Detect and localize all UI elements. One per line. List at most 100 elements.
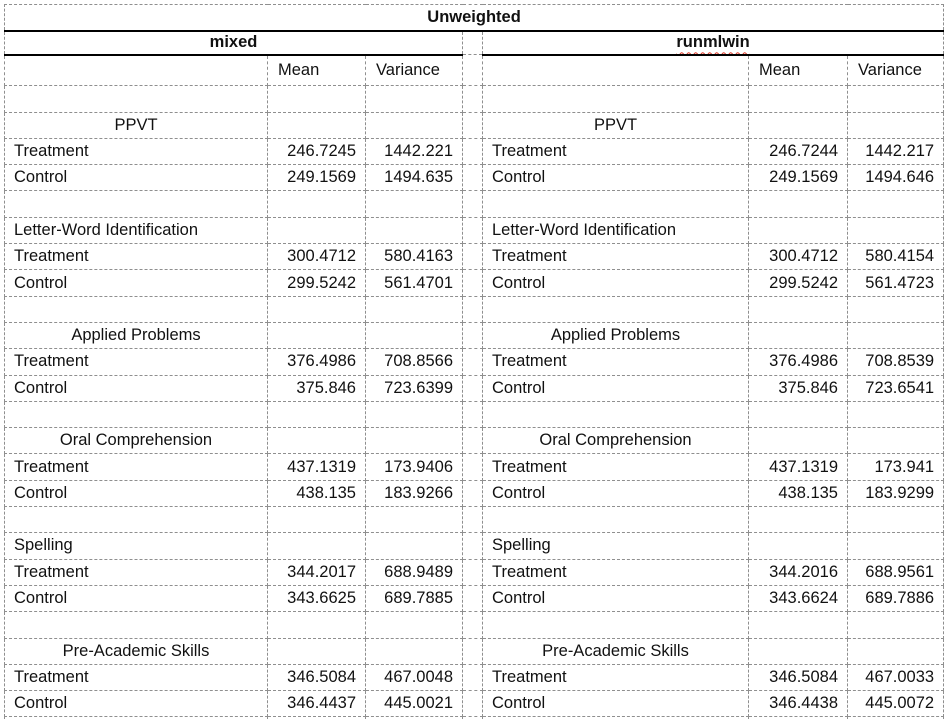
empty-cell xyxy=(846,111,945,139)
empty-cell xyxy=(846,532,945,560)
section-header-row: Spelling Spelling xyxy=(4,532,945,560)
empty-cell xyxy=(748,85,848,113)
data-row: Control 375.846 723.6399 Control 375.846… xyxy=(4,374,945,402)
gap-cell xyxy=(462,54,483,87)
variance-value: 1494.646 xyxy=(846,164,945,192)
row-label: Treatment xyxy=(482,348,749,376)
table-title: Unweighted xyxy=(3,3,945,32)
variance-value: 561.4701 xyxy=(365,269,463,297)
empty-cell xyxy=(365,637,463,665)
spacer-row xyxy=(4,85,945,113)
row-label: Treatment xyxy=(482,558,749,586)
row-label: Treatment xyxy=(482,453,749,481)
section-header-row: Applied Problems Applied Problems xyxy=(4,321,945,350)
gap-cell xyxy=(462,479,483,508)
empty-cell xyxy=(4,190,268,218)
data-row: Control 299.5242 561.4701 Control 299.52… xyxy=(4,269,945,297)
spacer-row xyxy=(4,611,945,639)
variance-value: 1442.217 xyxy=(846,137,945,166)
mean-value: 249.1569 xyxy=(748,164,848,192)
mean-value: 438.135 xyxy=(748,479,848,508)
spacer-row xyxy=(4,190,945,218)
spellchecked-word: runmlwin xyxy=(676,33,750,52)
variance-value: 1494.635 xyxy=(365,164,463,192)
empty-cell xyxy=(748,427,848,455)
empty-cell xyxy=(846,427,945,455)
variance-value: 723.6399 xyxy=(365,374,463,402)
row-label: Treatment xyxy=(4,243,268,271)
empty-cell xyxy=(482,506,749,534)
empty-cell xyxy=(267,532,366,560)
mean-value: 343.6625 xyxy=(267,584,366,613)
empty-cell xyxy=(267,637,366,665)
data-row: Treatment 346.5084 467.0048 Treatment 34… xyxy=(4,663,945,692)
empty-cell xyxy=(846,716,945,719)
empty-cell xyxy=(365,400,463,429)
empty-cell xyxy=(482,400,749,429)
empty-cell xyxy=(4,400,268,429)
empty-cell xyxy=(748,111,848,139)
gap-cell xyxy=(462,243,483,271)
empty-cell xyxy=(365,190,463,218)
data-row: Control 438.135 183.9266 Control 438.135… xyxy=(4,479,945,508)
empty-cell xyxy=(4,506,268,534)
gap-cell xyxy=(462,400,483,429)
empty-cell xyxy=(748,321,848,350)
mean-value: 344.2016 xyxy=(748,558,848,586)
empty-cell xyxy=(748,637,848,665)
empty-cell xyxy=(267,400,366,429)
spacer-row xyxy=(4,400,945,429)
variance-value: 708.8566 xyxy=(365,348,463,376)
section-label: PPVT xyxy=(4,111,268,139)
mean-value: 376.4986 xyxy=(267,348,366,376)
row-label: Control xyxy=(4,269,268,297)
mean-value: 375.846 xyxy=(267,374,366,402)
mean-value: 376.4986 xyxy=(748,348,848,376)
variance-value: 561.4723 xyxy=(846,269,945,297)
gap-cell xyxy=(462,532,483,560)
empty-cell xyxy=(748,506,848,534)
gap-cell xyxy=(462,611,483,639)
spacer-row xyxy=(4,295,945,323)
empty-cell xyxy=(267,190,366,218)
mean-value: 300.4712 xyxy=(267,243,366,271)
mean-value: 299.5242 xyxy=(748,269,848,297)
row-label: Treatment xyxy=(4,348,268,376)
section-label: Pre-Academic Skills xyxy=(482,637,749,665)
empty-cell xyxy=(846,637,945,665)
row-label: Control xyxy=(4,164,268,192)
empty-cell xyxy=(748,611,848,639)
mean-value: 375.846 xyxy=(748,374,848,402)
section-header-row: Letter-Word Identification Letter-Word I… xyxy=(4,216,945,245)
section-header-row: Oral Comprehension Oral Comprehension xyxy=(4,427,945,455)
variance-value: 580.4163 xyxy=(365,243,463,271)
mean-value: 346.5084 xyxy=(748,663,848,692)
gap-cell xyxy=(462,216,483,245)
empty-cell xyxy=(267,611,366,639)
variance-value: 1442.221 xyxy=(365,137,463,166)
empty-cell xyxy=(846,295,945,323)
variance-value: 183.9299 xyxy=(846,479,945,508)
mean-value: 437.1319 xyxy=(748,453,848,481)
empty-cell xyxy=(365,111,463,139)
gap-cell xyxy=(462,348,483,376)
empty-cell xyxy=(365,216,463,245)
mean-value: 346.4438 xyxy=(748,690,848,718)
row-label: Control xyxy=(4,584,268,613)
variance-value: 688.9561 xyxy=(846,558,945,586)
row-label: Control xyxy=(4,690,268,718)
panel-header-mixed: mixed xyxy=(4,30,463,56)
title-row: Unweighted xyxy=(3,3,945,32)
spacer-row xyxy=(4,716,945,719)
row-label: Treatment xyxy=(482,243,749,271)
col-header-variance: Variance xyxy=(365,54,463,87)
mean-value: 437.1319 xyxy=(267,453,366,481)
section-label: Pre-Academic Skills xyxy=(4,637,268,665)
col-header-mean: Mean xyxy=(748,54,848,87)
data-row: Control 343.6625 689.7885 Control 343.66… xyxy=(4,584,945,613)
gap-cell xyxy=(462,111,483,139)
variance-value: 467.0033 xyxy=(846,663,945,692)
section-label: Spelling xyxy=(482,532,749,560)
panel-header-row: mixed runmlwin xyxy=(4,30,945,56)
empty-cell xyxy=(748,216,848,245)
